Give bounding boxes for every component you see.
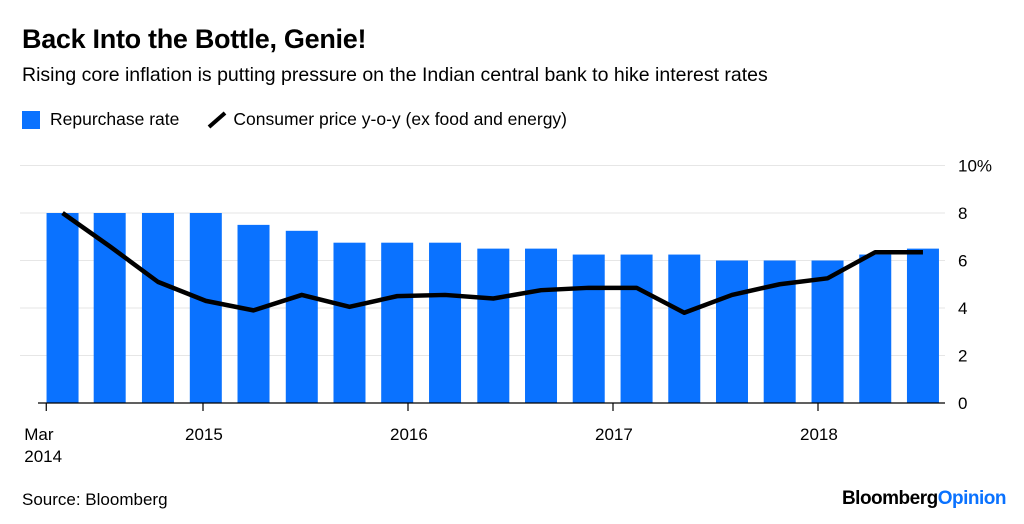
legend: Repurchase rate Consumer price y-o-y (ex… bbox=[22, 109, 567, 130]
y-tick-label: 8 bbox=[958, 204, 967, 223]
chart-title: Back Into the Bottle, Genie! bbox=[22, 24, 367, 54]
y-tick-label: 10% bbox=[958, 157, 992, 176]
bar-repurchase-rate bbox=[189, 213, 222, 403]
bar-repurchase-rate bbox=[141, 213, 174, 403]
chart-subtitle: Rising core inflation is putting pressur… bbox=[22, 64, 768, 86]
logo-accent: Opinion bbox=[937, 488, 1007, 509]
source-note: Source: Bloomberg bbox=[22, 490, 168, 509]
bar-repurchase-rate bbox=[93, 213, 126, 403]
bar-repurchase-rate bbox=[811, 260, 844, 403]
y-tick-label: 4 bbox=[958, 299, 967, 318]
bar-repurchase-rate bbox=[429, 242, 462, 403]
x-tick-label: 2015 bbox=[185, 425, 223, 444]
bar-repurchase-rate bbox=[906, 248, 939, 403]
legend-swatch-line bbox=[208, 110, 227, 129]
bar-repurchase-rate bbox=[859, 254, 892, 403]
bar-repurchase-rate bbox=[715, 260, 748, 403]
logo-text: Bloomberg bbox=[841, 488, 938, 509]
legend-label-cpi: Consumer price y-o-y (ex food and energy… bbox=[233, 109, 568, 129]
x-tick-label: Mar bbox=[24, 425, 54, 444]
x-tick-label: 2016 bbox=[390, 425, 428, 444]
legend-swatch-bar bbox=[22, 110, 40, 129]
bar-repurchase-rate bbox=[572, 254, 605, 403]
bar-repurchase-rate bbox=[525, 248, 558, 403]
x-tick-label: 2017 bbox=[595, 425, 633, 444]
bar-repurchase-rate bbox=[620, 254, 653, 403]
y-tick-label: 2 bbox=[958, 347, 967, 366]
y-tick-label: 0 bbox=[958, 394, 967, 413]
bar-repurchase-rate bbox=[668, 254, 701, 403]
bar-repurchase-rate bbox=[381, 242, 414, 403]
y-tick-label: 6 bbox=[958, 252, 967, 271]
bar-repurchase-rate bbox=[333, 242, 366, 403]
x-tick-label-year: 2014 bbox=[24, 447, 62, 466]
x-tick-label: 2018 bbox=[800, 425, 838, 444]
bloomberg-opinion-logo: BloombergOpinion bbox=[841, 488, 1007, 510]
bar-repurchase-rate bbox=[477, 248, 510, 403]
legend-label-repo: Repurchase rate bbox=[50, 109, 180, 129]
bar-repurchase-rate bbox=[46, 213, 79, 403]
bar-repurchase-rate bbox=[285, 230, 318, 403]
bar-repurchase-rate bbox=[237, 224, 270, 403]
